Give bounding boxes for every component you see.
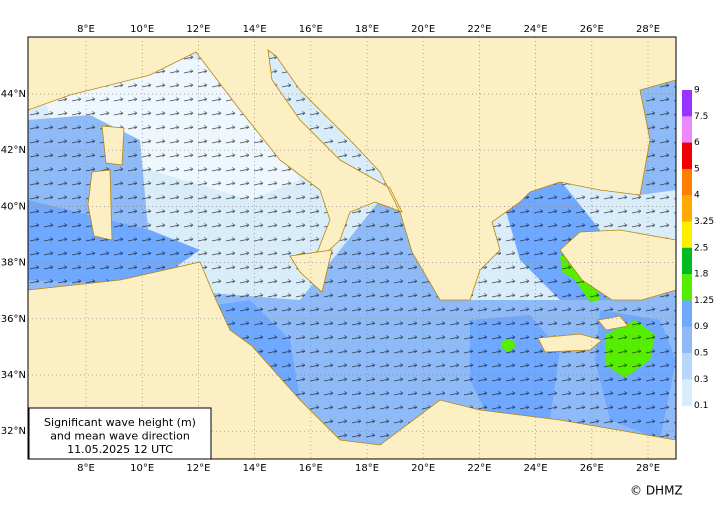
lon-label-top: 28°E <box>636 24 660 35</box>
lon-label-top: 22°E <box>467 24 491 35</box>
legend-label: 0.5 <box>694 349 708 359</box>
lon-label-top: 16°E <box>299 24 323 35</box>
lat-label: 36°N <box>1 314 26 325</box>
lon-label-bottom: 16°E <box>299 463 323 474</box>
legend-swatch <box>682 353 692 380</box>
rhodes-cyprus <box>597 315 629 331</box>
lon-label-top: 24°E <box>524 24 548 35</box>
turkey <box>559 229 676 301</box>
coordinate-labels: 8°E 8°E 10°E 10°E 12°E 12°E 14°E 14°E 16°E 16°E 18… <box>1 24 660 474</box>
legend-label: 9 <box>694 86 700 96</box>
title-line: 11.05.2025 12 UTC <box>67 443 173 456</box>
lat-label: 42°N <box>1 145 26 156</box>
lon-label-bottom: 28°E <box>636 463 660 474</box>
sicily <box>289 249 333 293</box>
legend-label: 5 <box>694 164 700 174</box>
lon-label-top: 12°E <box>186 24 210 35</box>
title-line: Significant wave height (m) <box>44 416 196 429</box>
lon-label-top: 8°E <box>77 24 95 35</box>
title-text: Significant wave height (m)and mean wave… <box>44 416 196 456</box>
title-box <box>28 407 212 460</box>
lon-label-bottom: 10°E <box>130 463 154 474</box>
lat-label: 38°N <box>1 258 26 269</box>
legend-swatch <box>682 90 692 117</box>
legend-label: 6 <box>694 138 700 148</box>
legend-swatch <box>682 379 692 406</box>
legend-label: 2.5 <box>694 243 708 253</box>
lon-label-bottom: 14°E <box>243 463 267 474</box>
lat-label: 44°N <box>1 89 26 100</box>
lon-label-bottom: 18°E <box>355 463 379 474</box>
lon-label-bottom: 24°E <box>524 463 548 474</box>
legend-label: 0.9 <box>694 322 709 332</box>
legend-label: 7.5 <box>694 112 708 122</box>
legend-swatch <box>682 274 692 301</box>
map-frame <box>27 36 677 460</box>
graticule <box>28 37 676 459</box>
lat-label: 32°N <box>1 426 26 437</box>
map-area <box>28 37 676 459</box>
legend-swatch <box>682 247 692 275</box>
lon-label-top: 14°E <box>243 24 267 35</box>
legend-swatch <box>682 221 692 249</box>
legend-swatch <box>682 300 692 327</box>
corsica <box>101 125 125 166</box>
credit: © DHMZ <box>630 484 683 498</box>
legend-swatch <box>682 168 692 196</box>
legend-swatch <box>682 326 692 354</box>
lon-label-bottom: 20°E <box>411 463 435 474</box>
legend-label: 1.8 <box>694 270 709 280</box>
legend-label: 0.1 <box>694 401 708 411</box>
legend-label: 3.25 <box>694 217 714 227</box>
lon-label-top: 10°E <box>130 24 154 35</box>
legend-swatch <box>682 195 692 222</box>
lon-label-bottom: 8°E <box>77 463 95 474</box>
legend-swatch <box>682 142 692 170</box>
crete <box>537 333 603 353</box>
lat-label: 40°N <box>1 201 26 212</box>
lon-label-top: 18°E <box>355 24 379 35</box>
legend-label: 1.25 <box>694 296 714 306</box>
lon-label-bottom: 12°E <box>186 463 210 474</box>
lon-label-top: 20°E <box>411 24 435 35</box>
lon-label-top: 26°E <box>580 24 604 35</box>
lon-label-bottom: 26°E <box>580 463 604 474</box>
lon-label-bottom: 22°E <box>467 463 491 474</box>
color-legend: 9 7.5 6 5 4 3.25 2.5 1.8 1.25 0.9 0.5 0.3 0.1 <box>682 86 714 411</box>
lat-label: 34°N <box>1 370 26 381</box>
legend-label: 0.3 <box>694 375 708 385</box>
title-line: and mean wave direction <box>50 430 190 443</box>
europe <box>28 37 676 301</box>
sardinia <box>87 169 113 241</box>
legend-label: 4 <box>694 191 700 201</box>
legend-swatch <box>682 116 692 143</box>
